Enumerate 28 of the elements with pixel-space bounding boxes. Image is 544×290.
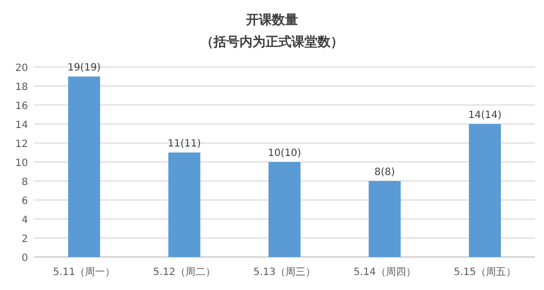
y-tick-label: 14 — [15, 120, 28, 131]
x-tick-label: 5.12（周二） — [153, 267, 216, 278]
chart-title: 开课数量 — [245, 13, 298, 28]
x-tick-label: 5.11（周一） — [52, 267, 116, 278]
data-label: 14(14) — [468, 110, 502, 121]
bar — [268, 162, 300, 257]
y-tick-label: 4 — [22, 215, 28, 226]
bar — [68, 76, 100, 257]
data-label: 10(10) — [268, 148, 302, 159]
y-tick-label: 0 — [22, 253, 28, 264]
data-label: 11(11) — [168, 138, 202, 150]
y-tick-label: 18 — [15, 82, 28, 93]
chart-subtitle: （括号内为正式课堂数） — [200, 34, 344, 50]
x-tick-label: 5.15（周五） — [454, 267, 516, 278]
y-tick-label: 2 — [22, 234, 28, 245]
bar — [168, 152, 200, 257]
x-tick-label: 5.14（周四） — [354, 267, 416, 278]
y-tick-label: 8 — [22, 177, 28, 188]
data-label: 19(19) — [67, 62, 101, 74]
y-tick-label: 10 — [15, 158, 28, 169]
bar — [368, 181, 401, 257]
data-label: 8(8) — [374, 167, 396, 178]
y-tick-label: 20 — [15, 63, 28, 74]
x-tick-label: 5.13（周三） — [253, 267, 316, 278]
y-tick-label: 12 — [15, 139, 28, 150]
y-tick-label: 6 — [22, 196, 28, 207]
bar — [468, 124, 501, 257]
y-tick-label: 16 — [15, 101, 28, 112]
